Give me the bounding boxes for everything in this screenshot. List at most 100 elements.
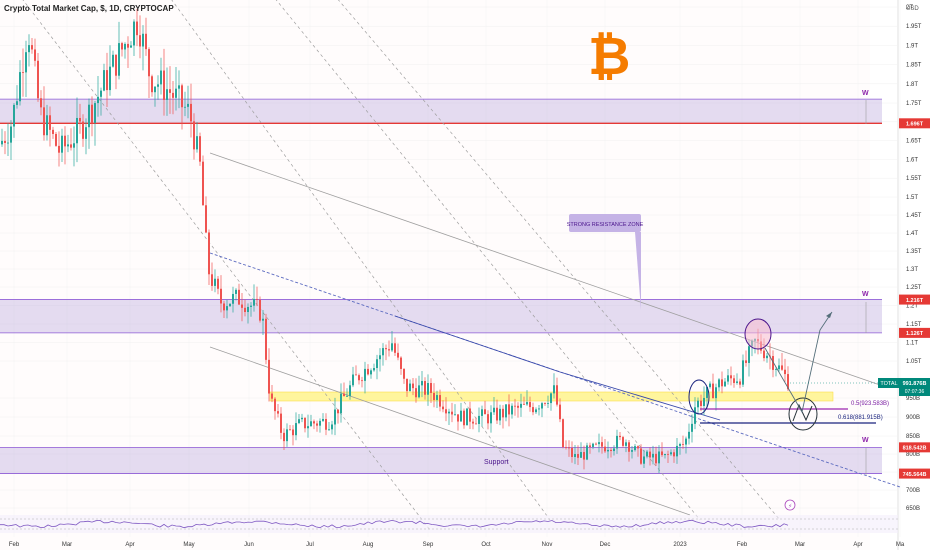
candle-body bbox=[487, 414, 489, 424]
candle-body bbox=[193, 121, 195, 150]
candle-body bbox=[190, 103, 192, 122]
rsi-line bbox=[0, 519, 789, 529]
support-label: Support bbox=[484, 459, 509, 466]
candle-body bbox=[169, 89, 171, 93]
y-tick-label: 1.65T bbox=[906, 139, 922, 145]
w-pattern-mark bbox=[792, 403, 813, 422]
candle-body bbox=[115, 54, 117, 76]
candle-body bbox=[235, 289, 237, 294]
candle-body bbox=[250, 305, 252, 307]
resistance-label: STRONG RESISTANCE ZONE bbox=[567, 222, 644, 228]
y-tick-label: 900B bbox=[906, 415, 920, 421]
candle-body bbox=[736, 381, 738, 383]
candle-body bbox=[424, 381, 426, 395]
candle-body bbox=[445, 409, 447, 414]
blue-trend-solid-2 bbox=[559, 371, 721, 421]
bitcoin-logo-icon: ₿ bbox=[588, 27, 630, 87]
candle-body bbox=[454, 414, 456, 416]
candle-body bbox=[352, 374, 354, 386]
candle-body bbox=[571, 448, 573, 457]
candle-body bbox=[748, 346, 750, 363]
candle-body bbox=[715, 387, 717, 399]
candle-body bbox=[418, 385, 420, 398]
candle-body bbox=[478, 415, 480, 424]
candle-body bbox=[247, 306, 249, 313]
candle-body bbox=[730, 375, 732, 379]
candle-body bbox=[733, 378, 735, 383]
x-tick-label: Jul bbox=[306, 542, 314, 548]
grid-lines bbox=[0, 0, 901, 537]
candle-body bbox=[508, 404, 510, 415]
candle-body bbox=[523, 403, 525, 405]
candle-body bbox=[346, 395, 348, 397]
candle-body bbox=[211, 274, 213, 286]
candle-body bbox=[718, 379, 720, 388]
candle-body bbox=[310, 421, 312, 427]
candle-body bbox=[49, 115, 51, 130]
plot-area bbox=[0, 0, 870, 550]
resistance-support-zones bbox=[0, 98, 882, 474]
candle-body bbox=[289, 429, 291, 431]
price-tag-label: 1.696T bbox=[906, 122, 924, 128]
candle-body bbox=[589, 445, 591, 447]
candle-body bbox=[232, 293, 234, 304]
candle-body bbox=[484, 409, 486, 415]
candle-body bbox=[784, 369, 786, 375]
candle-body bbox=[592, 443, 594, 447]
candle-body bbox=[205, 205, 207, 233]
candle-body bbox=[514, 405, 516, 407]
y-tick-label: 2T bbox=[906, 5, 913, 11]
candle-body bbox=[505, 404, 507, 418]
y-tick-label: 1.05T bbox=[906, 359, 922, 365]
candle-body bbox=[469, 408, 471, 422]
target-circle bbox=[788, 397, 818, 431]
projection-path bbox=[764, 311, 833, 414]
candle-body bbox=[82, 121, 84, 139]
candle-body bbox=[139, 35, 141, 47]
candle-body bbox=[688, 431, 690, 439]
x-tick-label: Nov bbox=[542, 542, 553, 548]
x-tick-label: Apr bbox=[125, 542, 134, 548]
candle-body bbox=[739, 381, 741, 385]
price-tag-label: 745.564B bbox=[903, 472, 927, 478]
candle-body bbox=[727, 375, 729, 382]
y-tick-label: 1.5T bbox=[906, 195, 918, 201]
y-tick-label: 1.3T bbox=[906, 267, 918, 273]
candle-body bbox=[130, 45, 132, 48]
candle-body bbox=[214, 278, 216, 286]
candle-body bbox=[91, 104, 93, 123]
candle-body bbox=[556, 385, 558, 405]
candle-body bbox=[364, 368, 366, 381]
candle-body bbox=[466, 408, 468, 426]
candle-body bbox=[580, 452, 582, 458]
candle-body bbox=[652, 453, 654, 458]
candle-body bbox=[586, 445, 588, 460]
candle-body bbox=[427, 383, 429, 395]
candle-body bbox=[682, 443, 684, 445]
candle-body bbox=[316, 423, 318, 426]
candle-body bbox=[229, 303, 231, 307]
candle-body bbox=[472, 421, 474, 424]
candle-body bbox=[259, 299, 261, 321]
candle-body bbox=[181, 85, 183, 108]
lightning-icon[interactable] bbox=[784, 499, 796, 511]
rsi-pane bbox=[0, 515, 898, 533]
candle-body bbox=[595, 443, 597, 445]
candle-body bbox=[661, 451, 663, 456]
candle-body bbox=[106, 70, 108, 91]
candle-body bbox=[73, 143, 75, 148]
candle-body bbox=[10, 126, 12, 143]
price-tag-label: 818.542B bbox=[903, 446, 927, 452]
candle-body bbox=[58, 145, 60, 153]
candle-body bbox=[382, 348, 384, 356]
w-label-bottom: W bbox=[862, 437, 869, 444]
candle-body bbox=[673, 452, 675, 457]
candle-body bbox=[124, 43, 126, 50]
price-tag-label: 1.126T bbox=[906, 331, 924, 337]
zone-band bbox=[0, 99, 882, 124]
candle-body bbox=[550, 393, 552, 404]
candle-body bbox=[4, 140, 6, 143]
candle-body bbox=[613, 448, 615, 452]
y-tick-label: 1.85T bbox=[906, 63, 922, 69]
current-price-value: 991.876B bbox=[903, 381, 927, 387]
